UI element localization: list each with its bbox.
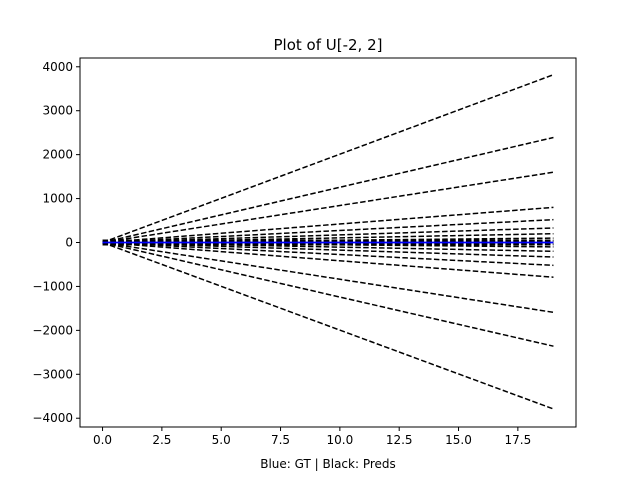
x-tick-label: 15.0	[445, 433, 472, 447]
prediction-line	[102, 241, 554, 347]
y-tick-label: −4000	[32, 411, 73, 425]
prediction-line	[102, 241, 554, 410]
prediction-line	[102, 136, 554, 244]
x-tick-label: 0.0	[93, 433, 112, 447]
y-tick-label: 2000	[42, 148, 73, 162]
y-tick-label: 0	[65, 236, 73, 250]
prediction-line	[102, 241, 554, 278]
prediction-line	[102, 73, 554, 244]
plot-area	[102, 73, 554, 410]
y-tick-label: 3000	[42, 104, 73, 118]
prediction-line	[102, 241, 554, 267]
x-axis-label: Blue: GT | Black: Preds	[260, 457, 396, 471]
prediction-line	[102, 218, 554, 244]
prediction-line	[102, 241, 554, 314]
y-axis: −4000 −3000 −2000 −1000 0 1000 2000 3000 4000	[32, 60, 80, 425]
y-tick-label: −3000	[32, 367, 73, 381]
y-tick-label: −1000	[32, 279, 73, 293]
x-axis: 0.0 2.5 5.0 7.5 10.0 12.5 15.0 17.5	[93, 427, 531, 447]
prediction-line	[102, 206, 554, 244]
chart-title: Plot of U[-2, 2]	[274, 36, 383, 54]
x-tick-label: 12.5	[386, 433, 413, 447]
x-tick-label: 7.5	[271, 433, 290, 447]
y-tick-label: 4000	[42, 60, 73, 74]
y-tick-label: 1000	[42, 192, 73, 206]
prediction-line	[102, 171, 554, 244]
x-tick-label: 10.0	[327, 433, 354, 447]
x-tick-label: 17.5	[504, 433, 531, 447]
x-tick-label: 5.0	[212, 433, 231, 447]
x-tick-label: 2.5	[152, 433, 171, 447]
y-tick-label: −2000	[32, 323, 73, 337]
